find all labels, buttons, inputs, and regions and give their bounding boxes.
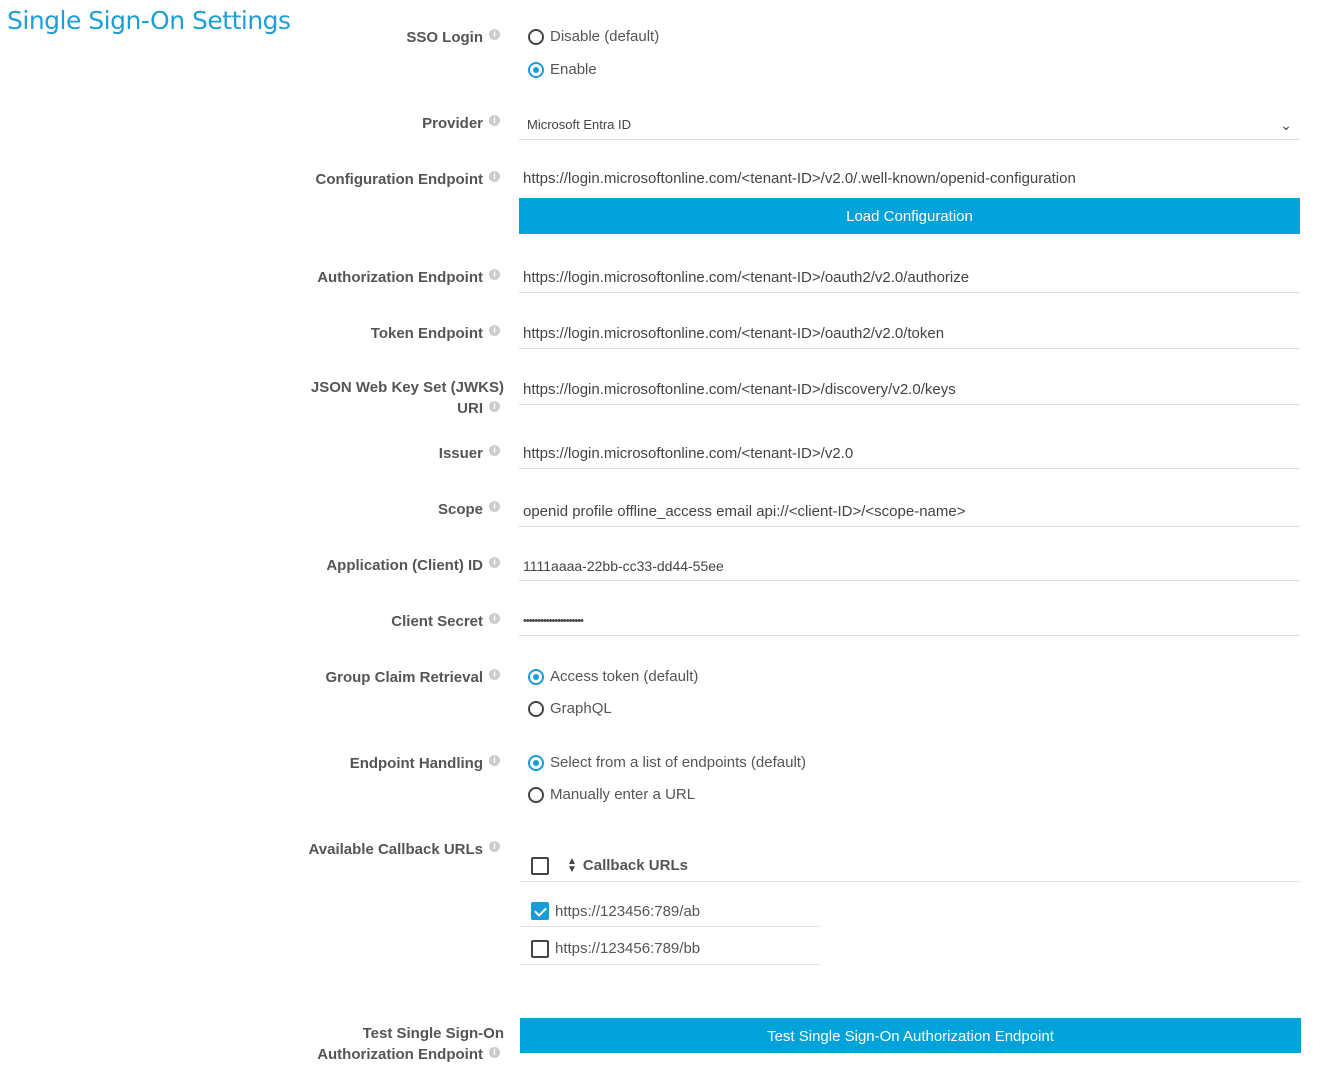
load-configuration-button[interactable]: Load Configuration <box>519 198 1300 234</box>
client-secret-input[interactable]: ••••••••••••••••••••• <box>519 606 1300 636</box>
auth-endpoint-input[interactable]: https://login.microsoftonline.com/<tenan… <box>519 263 1300 293</box>
info-icon[interactable]: i <box>489 669 500 680</box>
radio-label: Enable <box>550 61 597 78</box>
page-title: Single Sign-On Settings <box>7 6 291 35</box>
select-all-checkbox[interactable] <box>531 856 549 875</box>
row-checkbox[interactable] <box>531 939 549 958</box>
radio-label: GraphQL <box>550 700 612 717</box>
jwks-label-line2: URI <box>457 400 483 417</box>
manual-url-radio[interactable]: Manually enter a URL <box>528 785 695 805</box>
config-endpoint-label: Configuration Endpoint <box>315 171 483 188</box>
radio-label: Manually enter a URL <box>550 786 696 803</box>
info-icon[interactable]: i <box>489 115 500 126</box>
access-token-radio[interactable]: Access token (default) <box>528 667 698 687</box>
radio-icon[interactable] <box>528 29 544 45</box>
graphql-radio[interactable]: GraphQL <box>528 699 612 719</box>
endpoint-handling-label: Endpoint Handling <box>349 755 483 772</box>
radio-selected-icon[interactable] <box>528 62 544 78</box>
info-icon[interactable]: i <box>489 501 500 512</box>
info-icon[interactable]: i <box>489 269 500 280</box>
sort-icon[interactable]: ▲ ▼ <box>567 855 577 875</box>
info-icon[interactable]: i <box>489 29 500 40</box>
sso-login-label: SSO Login <box>406 29 483 46</box>
issuer-label: Issuer <box>438 445 483 462</box>
sso-enable-radio[interactable]: Enable <box>528 60 597 80</box>
jwks-input[interactable]: https://login.microsoftonline.com/<tenan… <box>519 375 1300 405</box>
radio-label: Disable (default) <box>550 28 660 45</box>
info-icon[interactable]: i <box>489 401 500 412</box>
test-sso-label: Test Single Sign-On <box>362 1025 504 1042</box>
auth-endpoint-label: Authorization Endpoint <box>317 269 483 286</box>
scope-label: Scope <box>437 501 483 518</box>
table-row: https://123456:789/ab <box>519 896 821 927</box>
column-header[interactable]: Callback URLs <box>582 857 688 874</box>
provider-label: Provider <box>422 115 483 132</box>
client-id-input[interactable]: 1111aaaa-22bb-cc33-dd44-55ee <box>519 551 1300 581</box>
provider-select[interactable]: Microsoft Entra ID ⌄ <box>519 110 1300 140</box>
callback-table-header: ▲ ▼ Callback URLs <box>519 850 1301 882</box>
test-sso-button[interactable]: Test Single Sign-On Authorization Endpoi… <box>520 1018 1301 1053</box>
select-list-radio[interactable]: Select from a list of endpoints (default… <box>528 753 806 773</box>
client-secret-label: Client Secret <box>391 613 483 630</box>
group-claim-label: Group Claim Retrieval <box>325 669 483 686</box>
info-icon[interactable]: i <box>489 171 500 182</box>
issuer-input[interactable]: https://login.microsoftonline.com/<tenan… <box>519 439 1300 469</box>
sso-disable-radio[interactable]: Disable (default) <box>528 27 659 47</box>
callback-url: https://123456:789/ab <box>555 902 701 920</box>
info-icon[interactable]: i <box>489 841 500 852</box>
info-icon[interactable]: i <box>489 325 500 336</box>
callback-url: https://123456:789/bb <box>555 940 701 957</box>
info-icon[interactable]: i <box>489 1047 500 1058</box>
token-endpoint-label: Token Endpoint <box>370 325 483 342</box>
radio-selected-icon[interactable] <box>528 755 544 771</box>
radio-label: Select from a list of endpoints (default… <box>550 754 806 771</box>
info-icon[interactable]: i <box>489 557 500 568</box>
row-checkbox[interactable] <box>531 902 549 920</box>
radio-selected-icon[interactable] <box>528 669 544 685</box>
table-row: https://123456:789/bb <box>519 933 821 965</box>
chevron-down-icon: ⌄ <box>1280 117 1292 133</box>
token-endpoint-input[interactable]: https://login.microsoftonline.com/<tenan… <box>519 319 1300 349</box>
radio-icon[interactable] <box>528 701 544 717</box>
test-sso-label-line2: Authorization Endpoint <box>317 1046 483 1063</box>
provider-value: Microsoft Entra ID <box>527 117 632 132</box>
info-icon[interactable]: i <box>489 613 500 624</box>
scope-input[interactable]: openid profile offline_access email api:… <box>519 497 1300 527</box>
info-icon[interactable]: i <box>489 445 500 456</box>
info-icon[interactable]: i <box>489 755 500 766</box>
callback-urls-label: Available Callback URLs <box>308 841 483 858</box>
config-endpoint-input[interactable]: https://login.microsoftonline.com/<tenan… <box>523 170 1076 187</box>
radio-icon[interactable] <box>528 787 544 803</box>
client-id-label: Application (Client) ID <box>326 557 483 574</box>
radio-label: Access token (default) <box>550 668 699 685</box>
jwks-label: JSON Web Key Set (JWKS) <box>310 379 504 396</box>
